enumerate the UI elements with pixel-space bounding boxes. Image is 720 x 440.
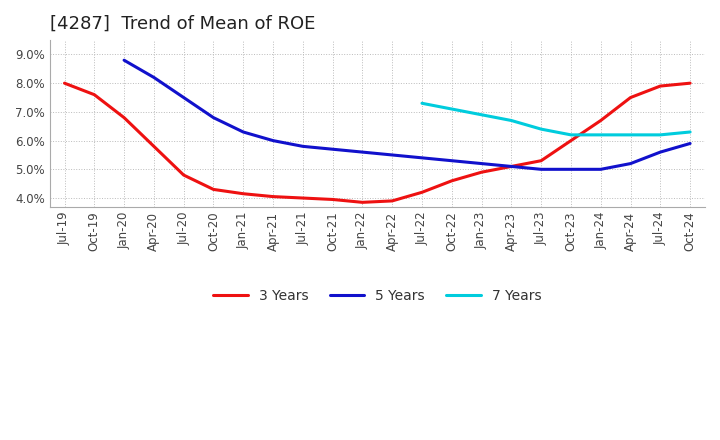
7 Years xyxy=(567,132,575,138)
Text: [4287]  Trend of Mean of ROE: [4287] Trend of Mean of ROE xyxy=(50,15,315,33)
3 Years xyxy=(60,81,69,86)
5 Years xyxy=(507,164,516,169)
3 Years xyxy=(656,84,665,89)
7 Years xyxy=(507,118,516,123)
7 Years xyxy=(477,112,486,117)
3 Years xyxy=(477,169,486,175)
5 Years xyxy=(388,152,397,158)
5 Years xyxy=(269,138,277,143)
3 Years xyxy=(567,138,575,143)
3 Years xyxy=(150,144,158,149)
7 Years xyxy=(685,129,694,135)
7 Years xyxy=(447,106,456,112)
3 Years xyxy=(447,178,456,183)
5 Years xyxy=(358,150,366,155)
5 Years xyxy=(209,115,217,120)
5 Years xyxy=(685,141,694,146)
3 Years xyxy=(507,164,516,169)
5 Years xyxy=(299,144,307,149)
5 Years xyxy=(418,155,426,161)
3 Years xyxy=(179,172,188,178)
3 Years xyxy=(90,92,99,97)
3 Years xyxy=(120,115,128,120)
3 Years xyxy=(418,190,426,195)
5 Years xyxy=(626,161,635,166)
3 Years xyxy=(537,158,546,163)
Line: 7 Years: 7 Years xyxy=(422,103,690,135)
5 Years xyxy=(328,147,337,152)
3 Years xyxy=(685,81,694,86)
5 Years xyxy=(477,161,486,166)
3 Years xyxy=(388,198,397,204)
5 Years xyxy=(120,58,128,63)
Line: 3 Years: 3 Years xyxy=(65,83,690,202)
5 Years xyxy=(567,167,575,172)
3 Years xyxy=(596,118,605,123)
7 Years xyxy=(656,132,665,138)
5 Years xyxy=(656,150,665,155)
7 Years xyxy=(537,126,546,132)
7 Years xyxy=(626,132,635,138)
5 Years xyxy=(150,75,158,80)
Line: 5 Years: 5 Years xyxy=(124,60,690,169)
5 Years xyxy=(537,167,546,172)
5 Years xyxy=(447,158,456,163)
7 Years xyxy=(596,132,605,138)
5 Years xyxy=(596,167,605,172)
7 Years xyxy=(418,101,426,106)
5 Years xyxy=(239,129,248,135)
3 Years xyxy=(358,200,366,205)
3 Years xyxy=(269,194,277,199)
Legend: 3 Years, 5 Years, 7 Years: 3 Years, 5 Years, 7 Years xyxy=(208,283,547,308)
3 Years xyxy=(299,195,307,201)
3 Years xyxy=(239,191,248,196)
3 Years xyxy=(209,187,217,192)
3 Years xyxy=(328,197,337,202)
3 Years xyxy=(626,95,635,100)
5 Years xyxy=(179,95,188,100)
